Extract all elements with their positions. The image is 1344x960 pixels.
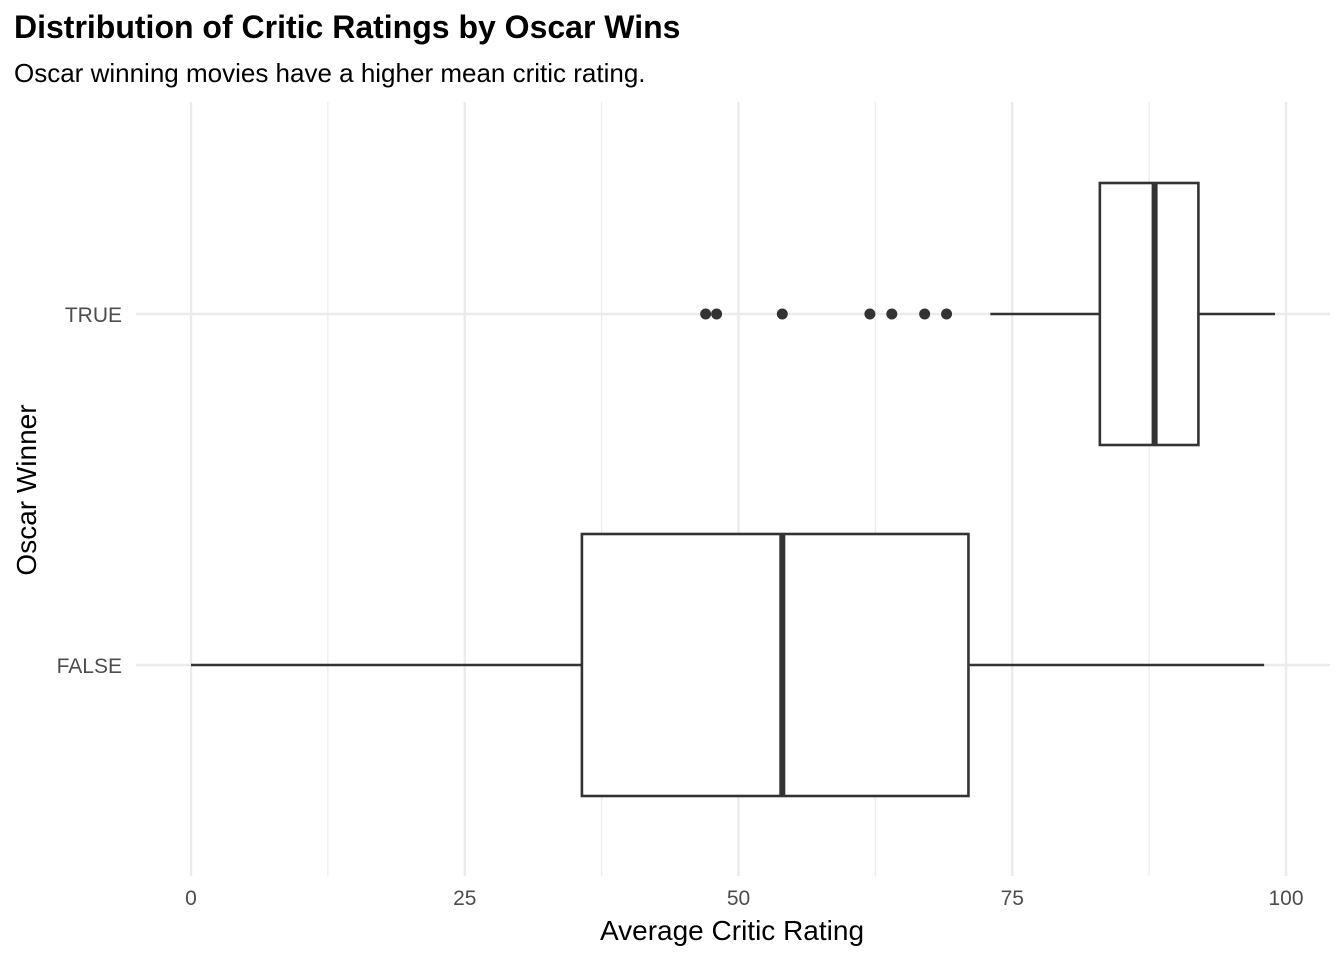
chart-title: Distribution of Critic Ratings by Oscar … <box>14 9 680 45</box>
x-tick-label: 75 <box>1001 887 1024 910</box>
x-tick-label: 0 <box>185 887 197 910</box>
x-tick-label: 25 <box>453 887 476 910</box>
outlier-point-true <box>776 308 788 320</box>
box-true <box>1098 181 1200 447</box>
y-tick-label-true: TRUE <box>65 304 122 327</box>
outlier-point-true <box>864 308 876 320</box>
outlier-point-true <box>711 308 723 320</box>
outlier-point-true <box>886 308 898 320</box>
y-tick-label-false: FALSE <box>57 655 122 678</box>
box-false <box>580 532 970 798</box>
outlier-point-true <box>919 308 931 320</box>
chart-subtitle: Oscar winning movies have a higher mean … <box>14 58 646 88</box>
outlier-point-true <box>700 308 712 320</box>
y-axis-title: Oscar Winner <box>11 404 42 575</box>
outlier-point-true <box>941 308 953 320</box>
axis-labels: 0 25 50 75 100 FALSE TRUE <box>57 304 1304 910</box>
x-tick-label: 100 <box>1268 887 1303 910</box>
plot-area <box>191 181 1276 798</box>
x-tick-label: 50 <box>727 887 750 910</box>
x-axis-title: Average Critic Rating <box>600 915 864 946</box>
